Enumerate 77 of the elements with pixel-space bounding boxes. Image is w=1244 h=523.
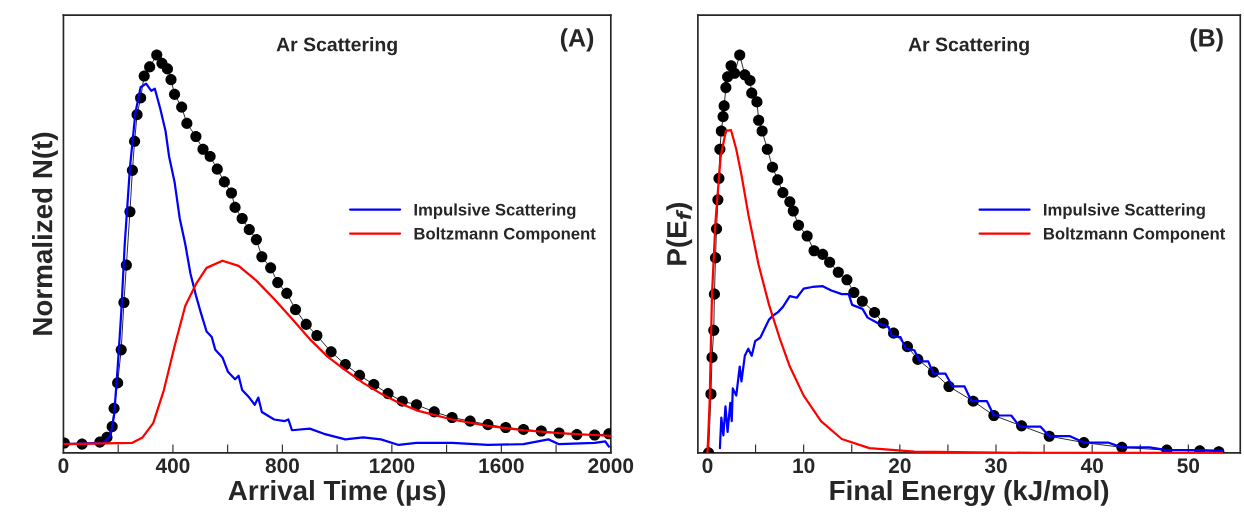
x-tick-label: 50 — [1177, 458, 1200, 474]
point — [144, 61, 156, 73]
x-tick-label: 800 — [265, 458, 299, 474]
point — [856, 295, 868, 307]
point — [265, 262, 277, 274]
point — [300, 318, 312, 330]
legend-label: Impulsive Scattering — [1044, 203, 1205, 219]
point — [734, 49, 746, 61]
point — [225, 187, 238, 199]
point — [138, 70, 150, 82]
y-axis-title: Normalized N(t) — [31, 132, 58, 335]
point — [197, 143, 209, 155]
x-tick-label: 0 — [702, 458, 713, 474]
point — [792, 219, 805, 231]
point — [848, 286, 860, 299]
point — [229, 201, 241, 213]
x-tick-label: 1600 — [479, 458, 524, 474]
point — [761, 143, 773, 155]
point — [784, 196, 796, 208]
point — [250, 234, 262, 246]
point — [236, 212, 248, 225]
y-axis-title: P(E$_{f}$) — [666, 203, 693, 265]
x-axis-title: Arrival Time (μs) — [228, 479, 446, 506]
point — [756, 125, 768, 137]
point — [289, 304, 302, 316]
point — [243, 224, 255, 236]
legend-label: Boltzmann Component — [414, 227, 596, 243]
point — [218, 176, 230, 188]
point — [204, 150, 216, 162]
x-axis-title: Final Energy (kJ/mol) — [830, 479, 1109, 506]
point — [728, 67, 741, 79]
point — [772, 174, 784, 186]
point — [176, 101, 188, 113]
point — [165, 74, 177, 86]
point — [717, 111, 729, 123]
point — [190, 130, 202, 143]
chart-title: Ar Scattering — [908, 37, 1029, 56]
point — [777, 187, 789, 199]
x-tick-label: 0 — [58, 458, 69, 474]
point — [787, 205, 799, 217]
point — [311, 329, 323, 342]
point — [753, 114, 765, 126]
point — [151, 49, 163, 61]
x-tick-label: 30 — [984, 458, 1007, 474]
point — [841, 274, 853, 286]
point — [718, 100, 730, 112]
text: (A) — [560, 28, 594, 52]
point — [181, 117, 193, 129]
text: (B) — [1190, 28, 1223, 52]
x-tick-label: 20 — [888, 458, 911, 474]
point — [211, 163, 223, 175]
point — [281, 287, 293, 299]
x-tick-label: 10 — [793, 458, 815, 474]
point — [256, 251, 268, 263]
point — [832, 266, 844, 278]
point — [824, 256, 836, 268]
point — [801, 230, 813, 242]
point — [272, 277, 284, 289]
point — [744, 74, 756, 86]
x-tick-label: 40 — [1080, 458, 1103, 474]
point — [808, 245, 820, 257]
x-tick-label: 1200 — [370, 458, 415, 474]
point — [325, 346, 337, 358]
point — [410, 399, 423, 411]
point — [868, 306, 881, 318]
point — [746, 87, 758, 99]
legend-label: Impulsive Scattering — [414, 203, 576, 219]
chart-title: Ar Scattering — [276, 37, 397, 56]
point — [169, 88, 181, 100]
point — [766, 161, 779, 173]
legend-label: Boltzmann Component — [1044, 227, 1226, 243]
point — [751, 96, 763, 108]
point — [720, 82, 732, 94]
x-tick-label: 400 — [155, 458, 190, 474]
x-tick-label: 2000 — [588, 458, 634, 474]
point — [161, 63, 173, 75]
point — [817, 248, 829, 260]
